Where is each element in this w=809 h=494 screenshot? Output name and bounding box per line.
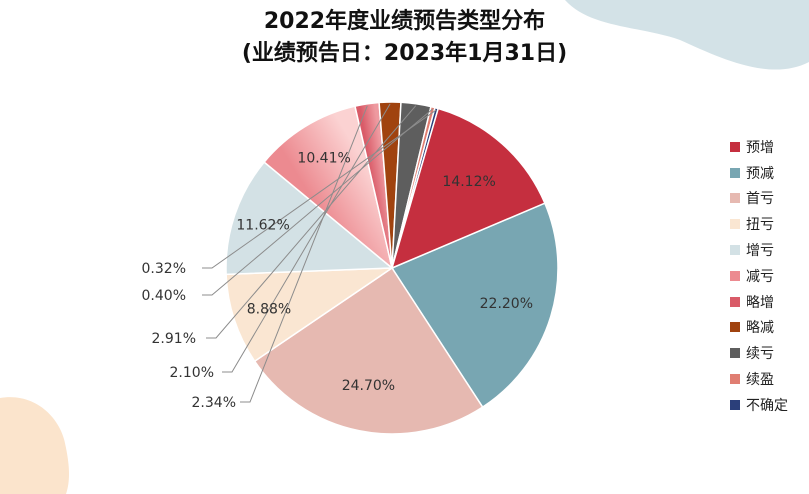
legend-swatch xyxy=(730,141,740,152)
pie-slice-增亏 xyxy=(225,161,394,276)
pie-slice-减亏 xyxy=(263,105,394,270)
legend-label: 预减 xyxy=(746,165,774,182)
legend-swatch xyxy=(730,270,740,281)
legend-label: 增亏 xyxy=(746,243,774,260)
legend-swatch xyxy=(730,193,740,204)
legend-item-续盈: 续盈 xyxy=(730,366,788,392)
slice-label-续盈: 0.40% xyxy=(142,288,186,304)
legend-swatch xyxy=(730,322,740,333)
pie-leader-lines xyxy=(202,103,437,403)
legend-item-减亏: 减亏 xyxy=(730,263,788,289)
leader-line-略减 xyxy=(222,103,391,373)
pie-slice-扭亏 xyxy=(225,267,395,363)
slice-label-预减: 22.20% xyxy=(480,296,533,312)
legend-label: 略减 xyxy=(746,320,774,337)
decorative-top-blob xyxy=(565,0,809,70)
chart-legend: 预增预减首亏扭亏增亏减亏略增略减续亏续盈不确定 xyxy=(730,134,788,418)
slice-label-续亏: 2.91% xyxy=(152,331,196,347)
legend-label: 续亏 xyxy=(746,346,774,363)
legend-item-不确定: 不确定 xyxy=(730,392,788,418)
legend-label: 扭亏 xyxy=(746,217,774,234)
pie-slice-预减 xyxy=(390,202,559,409)
chart-title: 2022年度业绩预告类型分布 xyxy=(263,9,546,34)
legend-item-略增: 略增 xyxy=(730,289,788,315)
legend-label: 预增 xyxy=(746,139,774,156)
legend-label: 不确定 xyxy=(746,397,788,414)
slice-label-不确定: 0.32% xyxy=(142,261,186,277)
legend-item-预减: 预减 xyxy=(730,160,788,186)
legend-swatch xyxy=(730,219,740,230)
slice-label-减亏: 10.41% xyxy=(297,151,350,167)
decorative-corner-blob xyxy=(0,397,69,494)
slice-label-首亏: 24.70% xyxy=(342,378,395,394)
chart-subtitle: (业绩预告日：2023年1月31日) xyxy=(241,41,568,66)
legend-item-增亏: 增亏 xyxy=(730,237,788,263)
legend-label: 首亏 xyxy=(746,191,774,208)
pie-labels: 22.20% 24.70% 8.88% 11.62% 10.41% 2.34% 2.10% 2… xyxy=(142,151,534,411)
legend-swatch xyxy=(730,245,740,256)
legend-item-预增: 预增 xyxy=(730,134,788,160)
slice-label-增亏: 11.62% xyxy=(236,217,289,233)
legend-item-略减: 略减 xyxy=(730,315,788,341)
legend-label: 续盈 xyxy=(746,372,774,389)
legend-item-续亏: 续亏 xyxy=(730,340,788,366)
leader-line-续亏 xyxy=(206,105,417,339)
legend-swatch xyxy=(730,167,740,178)
slice-label-扭亏: 8.88% xyxy=(247,301,291,317)
slice-label-略增: 2.34% xyxy=(192,395,236,411)
legend-label: 略增 xyxy=(746,294,774,311)
legend-swatch xyxy=(730,374,740,385)
legend-item-首亏: 首亏 xyxy=(730,186,788,212)
legend-swatch xyxy=(730,399,740,410)
legend-item-扭亏: 扭亏 xyxy=(730,211,788,237)
legend-swatch xyxy=(730,348,740,359)
slice-label-预增: 14.12% xyxy=(442,174,495,190)
legend-swatch xyxy=(730,296,740,307)
leader-line-不确定 xyxy=(202,109,437,269)
slice-label-略减: 2.10% xyxy=(170,365,214,381)
pie-slices xyxy=(225,101,559,435)
pie-slice-预增 xyxy=(390,107,546,270)
pie-slice-首亏 xyxy=(253,266,484,435)
legend-label: 减亏 xyxy=(746,268,774,285)
leader-line-略增 xyxy=(240,105,368,403)
leader-line-续盈 xyxy=(202,108,433,296)
